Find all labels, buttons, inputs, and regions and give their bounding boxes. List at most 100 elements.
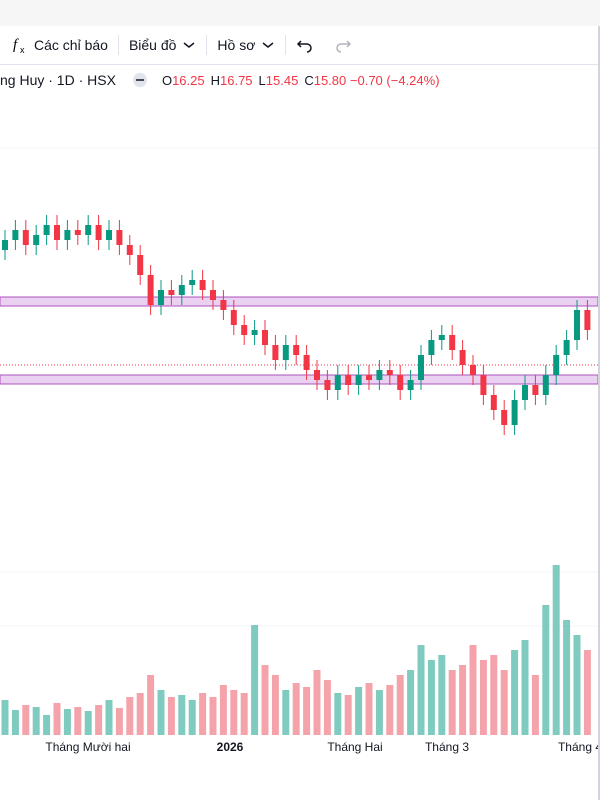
volume-bar (230, 690, 238, 735)
volume-bar (136, 693, 144, 735)
volume-bar (63, 709, 71, 735)
candle-body (116, 230, 123, 245)
volume-bar (43, 715, 51, 735)
volume-bar (251, 625, 259, 735)
candle-body (563, 340, 570, 355)
candle-body (449, 335, 456, 350)
candle-body (12, 230, 19, 240)
candle-body (282, 345, 289, 360)
volume-bar (32, 707, 40, 735)
redo-button[interactable] (324, 26, 362, 64)
volume-bar (11, 710, 19, 735)
volume-bar (271, 675, 279, 735)
candle-body (428, 340, 435, 355)
label: Các chỉ báo (34, 37, 108, 53)
x-axis-label: Tháng 4 (558, 740, 600, 754)
candle-body (106, 230, 112, 240)
volume-bar (490, 655, 498, 735)
label: Hồ sơ (217, 37, 256, 53)
ohlc-value: 16.25 (172, 72, 205, 88)
volume-bar (74, 707, 82, 735)
undo-icon (297, 40, 313, 53)
candle-body (418, 355, 424, 380)
volume-bar (167, 697, 175, 735)
x-axis-label: Tháng Mười hai (45, 740, 130, 754)
volume-bar (84, 711, 92, 735)
volume-bar (407, 670, 415, 735)
volume-bar (511, 650, 519, 735)
volume-bar (365, 683, 373, 735)
chart-type-button[interactable]: Biểu đồ (119, 26, 206, 64)
candle-body (553, 355, 560, 375)
zone-band (0, 374, 599, 385)
candle-body (397, 375, 404, 390)
undo-button[interactable] (286, 26, 324, 64)
candle-body (490, 395, 497, 410)
volume-bar (396, 675, 404, 735)
volume-bar (157, 690, 165, 735)
chevron (262, 42, 274, 48)
volume-bar (573, 635, 581, 735)
candle-body (147, 275, 154, 305)
candle-body (459, 350, 466, 365)
candle-body (480, 375, 487, 395)
volume-bar (583, 650, 591, 735)
chevron (183, 42, 195, 48)
candle-body (2, 240, 8, 250)
candle-body (220, 300, 227, 310)
ohlc-key: L (258, 72, 266, 88)
candle-body (33, 235, 40, 245)
separator (206, 35, 208, 55)
volume-bar (209, 697, 217, 735)
x-axis-label: Tháng Hai (327, 740, 382, 754)
right-border (598, 26, 600, 800)
volume-bar (95, 705, 103, 735)
label: Biểu đồ (128, 37, 177, 53)
collapse-button[interactable] (130, 72, 150, 88)
candle-body (293, 345, 300, 355)
candle-body (345, 375, 352, 385)
candle-body (230, 310, 237, 325)
candle-body (324, 380, 331, 390)
volume-bar (438, 655, 446, 735)
volume-bar (199, 693, 207, 735)
candle-body (85, 225, 92, 235)
candle-body (584, 310, 591, 330)
separator (285, 35, 287, 55)
top-strip (0, 0, 600, 26)
candle-body (522, 385, 528, 400)
volume-bar (303, 687, 311, 735)
candle-body (355, 375, 362, 385)
candle-body (137, 255, 144, 275)
svg-text:x: x (20, 45, 25, 55)
volume-bar (531, 675, 539, 735)
x-axis-label: 2026 (217, 740, 244, 754)
candle-body (22, 230, 29, 245)
volume-bar (147, 675, 155, 735)
volume-bar (126, 697, 134, 735)
volume-bar (375, 690, 383, 735)
volume-bar (188, 700, 196, 735)
ohlc-value: 15.80 (313, 72, 347, 88)
candle-body (314, 370, 320, 380)
ohlc-key: C (304, 72, 314, 88)
candle-body (407, 380, 414, 390)
candle-body (511, 400, 518, 425)
volume-bar (386, 685, 394, 735)
candle-body (95, 225, 102, 240)
volume-bar (1, 700, 9, 735)
volume-bar (53, 703, 61, 735)
svg-text:f: f (13, 37, 19, 53)
volume-bar (240, 693, 248, 735)
candle-body (366, 375, 372, 380)
candle-body (64, 230, 71, 240)
zone-band (0, 296, 599, 307)
candle-body (386, 370, 393, 375)
candle-body (251, 330, 258, 335)
profile-button[interactable]: Hồ sơ (207, 26, 285, 64)
candle-body (43, 225, 50, 235)
candle-body (532, 385, 539, 395)
